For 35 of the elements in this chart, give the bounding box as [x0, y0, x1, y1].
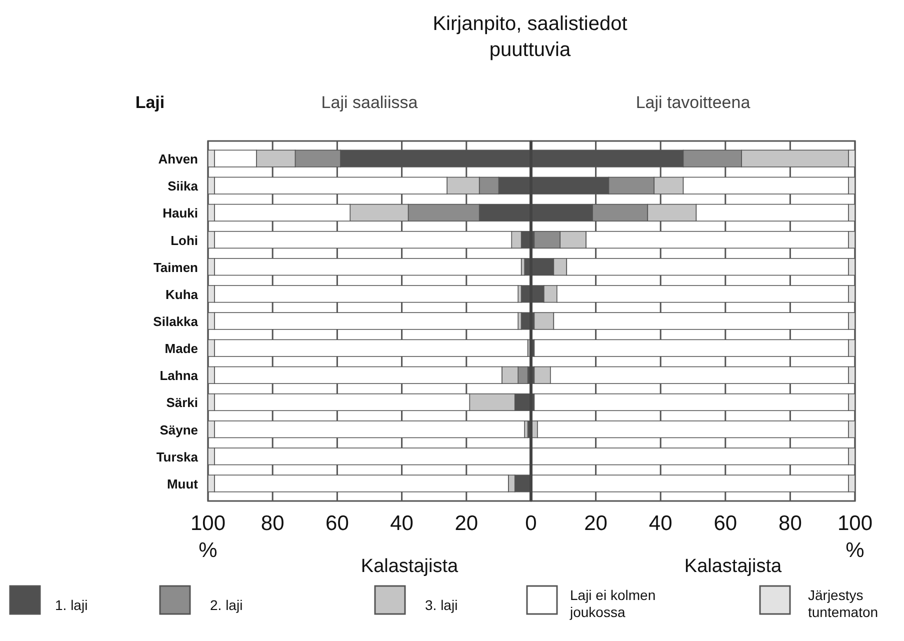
x-tick-label: 40 [648, 512, 672, 535]
x-tick-label: 80 [260, 512, 284, 535]
chart-subtitle: Laji tavoitteena [636, 93, 751, 112]
x-axis-title: Kalastajista [360, 556, 459, 577]
y-tick-label: Särki [166, 395, 198, 410]
legend-label: 1. laji [55, 597, 88, 613]
y-tick-label: Kuha [166, 286, 199, 302]
legend-label: Järjestys tuntematon [808, 587, 878, 620]
legend-label: 3. laji [425, 597, 458, 613]
y-tick-label: Ahven [158, 152, 198, 167]
y-tick-label: Siika [168, 178, 199, 194]
legend-label: 2. laji [210, 597, 243, 613]
x-tick-label: 20 [584, 512, 608, 535]
chart-title: Kirjanpito, saalistiedot puuttuvia [432, 13, 628, 61]
x-tick-label: 100 % [190, 512, 226, 562]
y-tick-label: Lohi [170, 232, 198, 248]
y-axis-title: Laji [135, 93, 165, 112]
y-tick-label: Lahna [160, 368, 199, 384]
x-tick-label: 20 [454, 512, 478, 535]
y-tick-label: Muut [166, 476, 199, 492]
legend-label: Laji ei kolmen joukossa [569, 587, 656, 620]
x-tick-label: 60 [714, 512, 738, 535]
x-tick-label: 40 [390, 512, 414, 535]
y-tick-label: Made [164, 341, 198, 356]
x-tick-label: 60 [326, 512, 349, 535]
y-tick-label: Turska [156, 449, 199, 464]
x-axis-title: Kalastajista [684, 556, 782, 577]
y-tick-label: Hauki [162, 206, 198, 221]
x-tick-label: 100 % [837, 512, 873, 562]
y-tick-label: Silakka [153, 314, 199, 329]
y-tick-label: Taimen [153, 260, 198, 275]
x-tick-label: 0 [525, 512, 537, 535]
y-tick-label: Säyne [160, 422, 198, 438]
x-tick-label: 80 [778, 512, 802, 535]
chart-subtitle: Laji saaliissa [321, 93, 418, 112]
